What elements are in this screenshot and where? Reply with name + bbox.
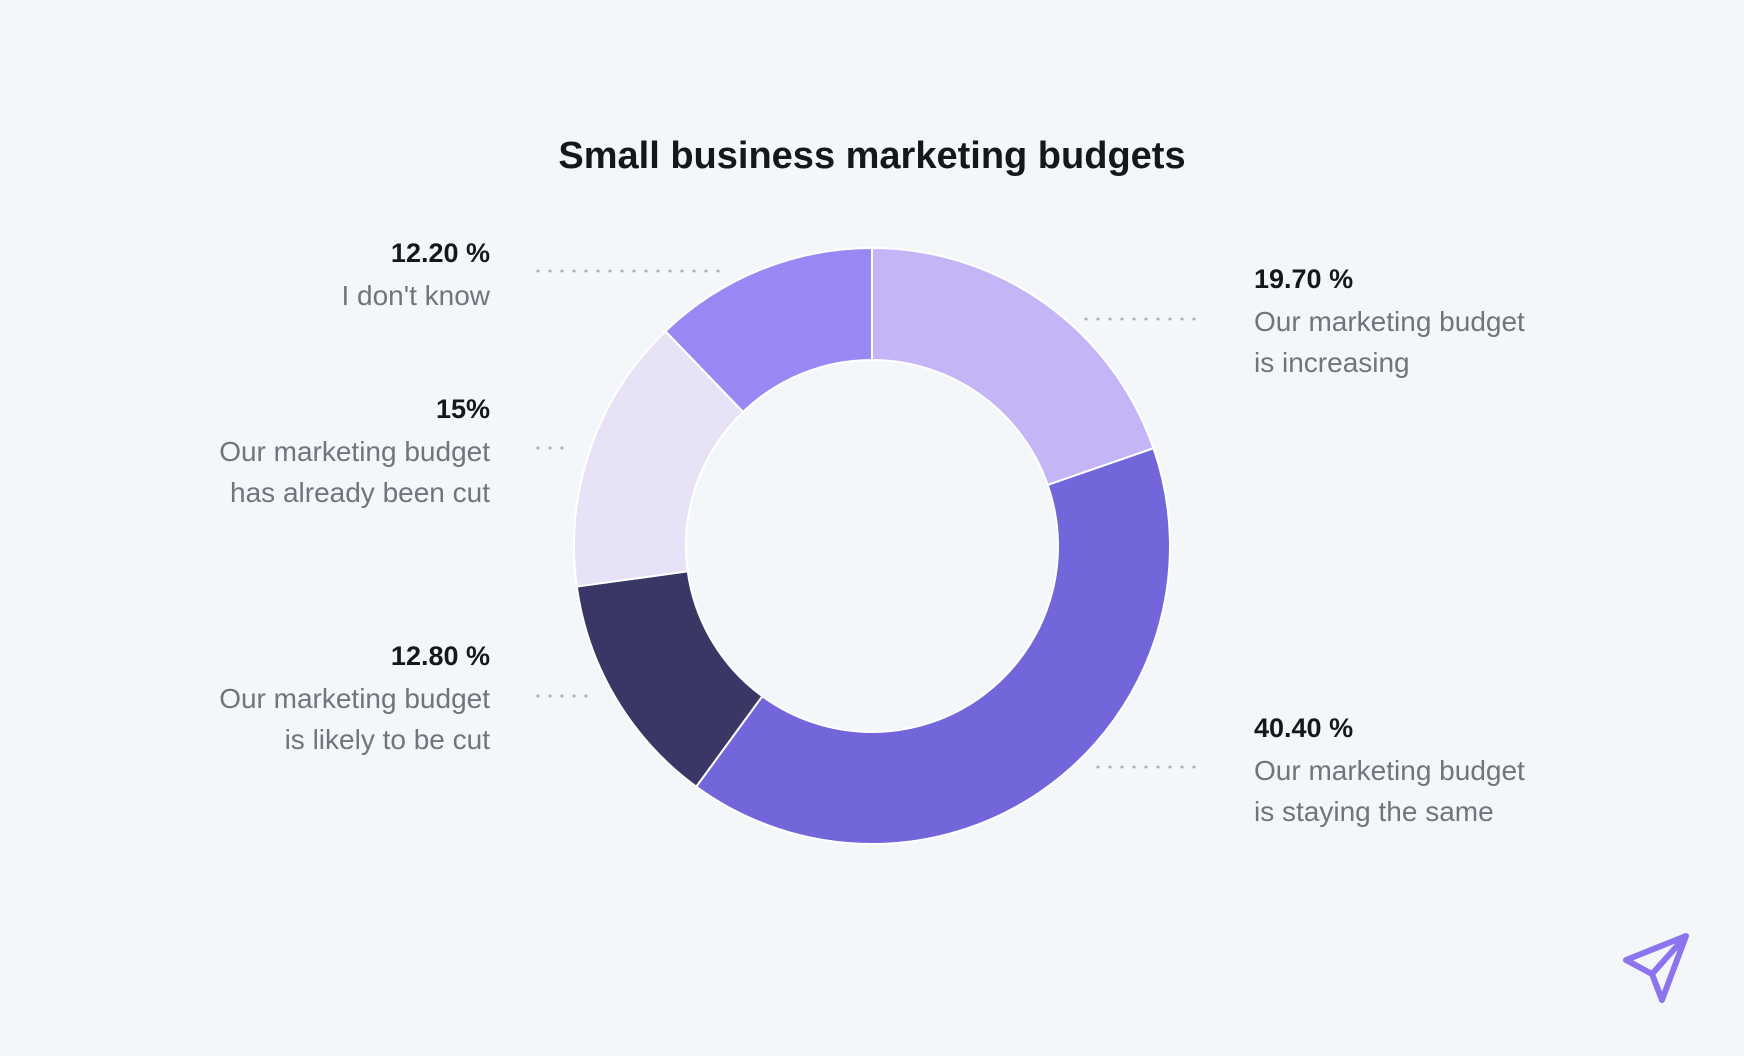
slice-category-label: Our marketing budget bbox=[1254, 306, 1525, 337]
send-arrow-icon bbox=[1623, 933, 1689, 1003]
slice-category-label: Our marketing budget bbox=[219, 683, 490, 714]
donut-slice-2 bbox=[694, 446, 1172, 845]
chart-title: Small business marketing budgets bbox=[558, 135, 1185, 177]
slice-category-label: I don't know bbox=[341, 280, 490, 311]
slice-value-label: 12.20 % bbox=[391, 238, 490, 268]
slice-category-label: is likely to be cut bbox=[285, 724, 491, 755]
slice-category-label: is staying the same bbox=[1254, 796, 1494, 827]
slice-value-label: 19.70 % bbox=[1254, 264, 1353, 294]
slice-category-label: Our marketing budget bbox=[1254, 755, 1525, 786]
slice-labels: 19.70 % Our marketing budget is increasing… bbox=[219, 238, 1525, 827]
slice-category-label: Our marketing budget bbox=[219, 436, 490, 467]
donut-slice-1 bbox=[871, 246, 1155, 487]
slice-category-label: is increasing bbox=[1254, 347, 1410, 378]
slice-category-label: has already been cut bbox=[230, 477, 490, 508]
slice-value-label: 15% bbox=[436, 394, 490, 424]
slice-value-label: 40.40 % bbox=[1254, 713, 1353, 743]
slice-value-label: 12.80 % bbox=[391, 641, 490, 671]
donut-slice-5 bbox=[664, 246, 873, 414]
leader-lines bbox=[536, 269, 1208, 769]
donut-slices bbox=[573, 246, 1172, 845]
